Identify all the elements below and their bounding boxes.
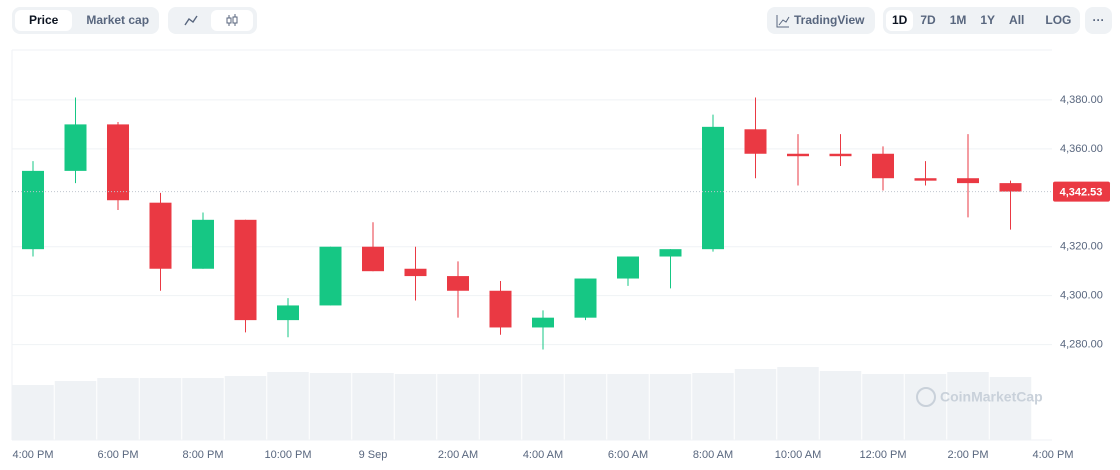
line-style-button[interactable]: [171, 10, 211, 31]
more-button[interactable]: ···: [1092, 13, 1105, 27]
watermark-text: CoinMarketCap: [940, 389, 1043, 405]
range-button[interactable]: 1D: [886, 10, 914, 31]
volume-bar: [139, 378, 182, 440]
x-tick-label: 12:00 PM: [859, 449, 906, 461]
volume-bar: [437, 374, 479, 440]
log-button[interactable]: LOG: [1045, 13, 1072, 27]
watermark: CoinMarketCap: [916, 387, 1043, 407]
volume-bar: [182, 378, 224, 440]
x-tick-label: 2:00 AM: [438, 449, 478, 461]
candle-style-button[interactable]: [211, 10, 253, 31]
y-tick-label: 4,320.00: [1060, 241, 1103, 253]
range-button[interactable]: 7D: [920, 13, 936, 27]
x-tick-label: 4:00 PM: [1033, 449, 1074, 461]
y-tick-label: 4,280.00: [1060, 338, 1103, 350]
candle-body: [829, 153, 852, 157]
candle-body: [447, 276, 469, 291]
candle-body: [872, 153, 894, 179]
range-button[interactable]: 1M: [949, 13, 967, 27]
volume-bar: [692, 373, 734, 440]
range-button[interactable]: 1Y: [980, 13, 996, 27]
market-cap-tab[interactable]: Market cap: [86, 13, 150, 27]
volume-bar: [224, 376, 267, 440]
volume-bar: [54, 381, 97, 440]
candle-body: [659, 249, 682, 257]
candle-body: [787, 153, 809, 157]
candle-body: [702, 126, 724, 250]
more-group: ···: [1085, 7, 1112, 34]
chart-style-group: [168, 7, 257, 34]
candle-body: [744, 129, 767, 154]
volume-bar: [649, 374, 692, 440]
volume-bar: [394, 374, 437, 440]
candle-body: [532, 317, 554, 328]
range-button[interactable]: All: [1009, 13, 1025, 27]
volume-bar: [12, 385, 54, 440]
x-tick-label: 4:00 AM: [523, 449, 563, 461]
volume-bar: [564, 374, 607, 440]
volume-bar: [819, 371, 862, 440]
price-tab[interactable]: Price: [15, 10, 73, 31]
range-group: 1D 7D 1M 1Y All LOG: [883, 7, 1080, 34]
volume-bar: [862, 374, 904, 440]
candle-body: [107, 124, 129, 201]
volume-bar: [947, 372, 989, 440]
y-tick-label: 4,380.00: [1060, 94, 1103, 106]
last-price-box: [1053, 181, 1110, 202]
volume-bar: [734, 369, 777, 440]
candle-body: [277, 305, 299, 321]
candle-body: [192, 219, 214, 269]
candle-body: [22, 170, 44, 250]
line-icon: [184, 15, 198, 26]
x-tick-label: 4:00 PM: [13, 449, 54, 461]
volume-bar: [904, 374, 947, 440]
x-tick-label: 6:00 PM: [98, 449, 139, 461]
candle-body: [404, 268, 427, 277]
candle-body: [574, 278, 597, 318]
volume-bar: [352, 373, 394, 440]
candle-body: [489, 290, 512, 328]
y-tick-label: 4,360.00: [1060, 143, 1103, 155]
volume-bar: [97, 378, 139, 440]
candle-body: [234, 219, 257, 321]
candle-body: [64, 124, 87, 171]
tradingview-group: TradingView: [767, 7, 875, 34]
last-price-label: 4,342.53: [1060, 187, 1103, 199]
tradingview-button[interactable]: TradingView: [770, 10, 870, 31]
volume-bar: [607, 374, 649, 440]
candle-body: [319, 246, 342, 306]
tradingview-label: TradingView: [794, 13, 865, 27]
watermark-icon: [916, 387, 936, 407]
tradingview-icon: [776, 14, 790, 27]
volume-bar: [777, 367, 819, 440]
candle-body: [999, 183, 1022, 192]
candle-icon: [226, 14, 238, 26]
x-tick-label: 10:00 AM: [775, 449, 821, 461]
volume-bar: [309, 373, 352, 440]
x-tick-label: 2:00 PM: [948, 449, 989, 461]
x-tick-label: 8:00 AM: [693, 449, 733, 461]
x-tick-label: 6:00 AM: [608, 449, 648, 461]
candle-body: [149, 202, 172, 269]
y-tick-label: 4,300.00: [1060, 290, 1103, 302]
x-tick-label: 9 Sep: [359, 449, 388, 461]
x-tick-label: 10:00 PM: [264, 449, 311, 461]
candle-body: [914, 178, 937, 181]
volume-bar: [479, 374, 522, 440]
candle-body: [617, 256, 639, 279]
volume-bar: [989, 377, 1032, 440]
chart-mode-group: Price Market cap: [12, 7, 159, 34]
volume-bar: [522, 374, 564, 440]
candle-body: [362, 246, 384, 272]
volume-bar: [267, 372, 309, 440]
candle-body: [957, 178, 979, 184]
x-tick-label: 8:00 PM: [183, 449, 224, 461]
